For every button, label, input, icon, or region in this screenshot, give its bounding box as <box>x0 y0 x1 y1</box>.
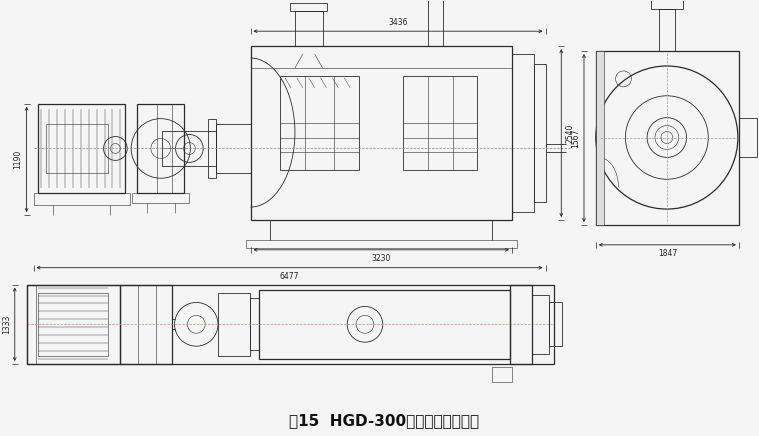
Bar <box>532 294 550 354</box>
Text: 1190: 1190 <box>14 150 23 169</box>
Bar <box>651 0 682 9</box>
Text: 3436: 3436 <box>389 18 408 27</box>
Bar <box>246 240 517 248</box>
Bar <box>46 123 109 173</box>
Bar <box>739 118 757 157</box>
Bar <box>137 104 184 193</box>
Bar <box>250 299 260 350</box>
Bar <box>250 46 512 220</box>
Text: 6477: 6477 <box>280 272 299 281</box>
Bar <box>33 193 131 205</box>
Bar <box>132 193 190 203</box>
Text: 图15  HGD-300型干式混合机外形: 图15 HGD-300型干式混合机外形 <box>288 413 479 428</box>
Bar <box>290 3 327 11</box>
Bar <box>596 51 603 225</box>
Bar <box>510 285 532 364</box>
Bar <box>162 130 216 166</box>
Text: 1567: 1567 <box>571 128 580 148</box>
Bar <box>39 104 125 193</box>
Bar <box>216 123 250 173</box>
Bar <box>550 303 562 346</box>
Bar <box>428 0 443 46</box>
Text: 1847: 1847 <box>658 249 677 258</box>
Bar <box>295 11 323 46</box>
Bar <box>280 76 359 170</box>
Bar <box>512 54 534 212</box>
Bar <box>493 367 512 382</box>
Text: 3230: 3230 <box>372 254 391 263</box>
Bar <box>659 9 675 51</box>
Bar <box>404 76 477 170</box>
Bar <box>534 64 546 202</box>
Bar <box>218 293 250 356</box>
Text: 2540: 2540 <box>565 123 575 143</box>
Bar <box>260 290 510 359</box>
Bar <box>39 293 109 356</box>
Bar <box>27 285 121 364</box>
Bar <box>121 285 172 364</box>
Text: 1333: 1333 <box>2 315 11 334</box>
Bar <box>27 285 554 364</box>
Bar <box>596 51 739 225</box>
Bar <box>208 119 216 178</box>
